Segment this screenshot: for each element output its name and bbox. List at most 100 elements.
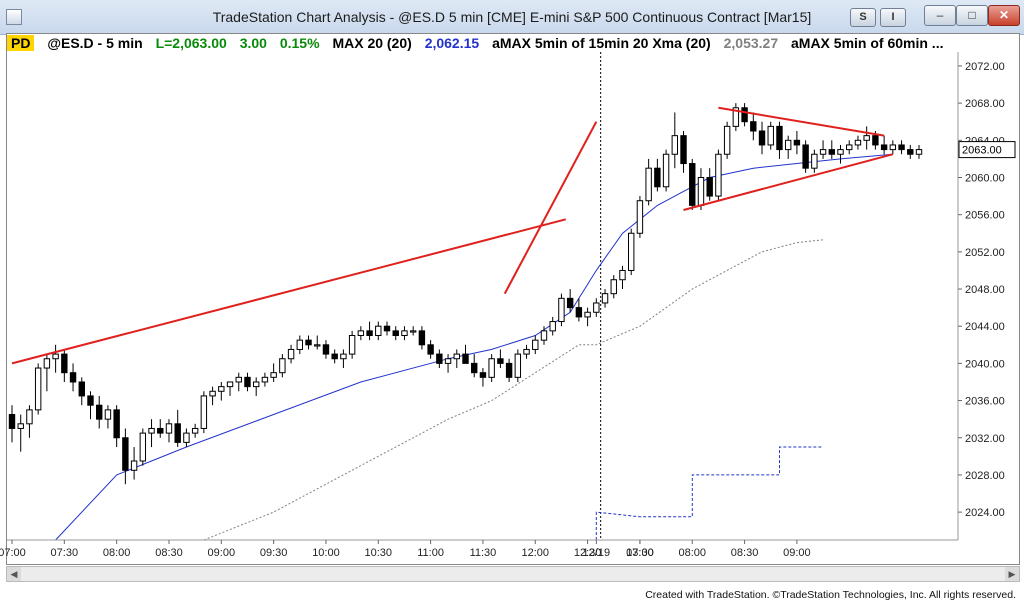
candle-up: [348, 335, 356, 355]
trendline: [683, 153, 894, 211]
candle-down: [776, 125, 783, 151]
footer-copyright: Created with TradeStation. ©TradeStation…: [645, 589, 1016, 601]
ma1-name: MAX 20 (20): [332, 35, 412, 51]
dotted-blue-average: [595, 446, 824, 540]
x-tick-label: 07:30: [626, 547, 654, 559]
candle-up: [636, 200, 644, 234]
y-tick-label: 2036.00: [965, 396, 1005, 408]
x-tick-label: 10:30: [365, 547, 393, 559]
dotted-gray-average: [203, 239, 824, 541]
trendlines-layer: [11, 106, 894, 365]
horizontal-scrollbar[interactable]: ◀ ▶: [6, 566, 1020, 582]
pd-badge[interactable]: PD: [7, 35, 35, 51]
candle-up: [34, 367, 42, 411]
indicator-layer: [55, 153, 893, 541]
x-tick-label: 09:00: [783, 547, 811, 559]
candle-up: [732, 107, 740, 127]
candle-up: [409, 330, 417, 333]
candle-down: [331, 353, 338, 360]
candle-down: [322, 344, 330, 355]
candle-down: [479, 372, 487, 378]
candle-down: [505, 362, 513, 378]
minimize-button[interactable]: –: [924, 5, 956, 26]
candle-up: [453, 353, 460, 360]
candle-down: [750, 121, 757, 132]
x-tick-label: 08:00: [103, 547, 131, 559]
candle-up: [846, 144, 853, 151]
candle-up: [279, 358, 286, 374]
candle-down: [497, 358, 504, 364]
candle-up: [671, 135, 679, 155]
close-button[interactable]: ✕: [988, 5, 1020, 26]
candle-down: [96, 404, 103, 420]
candle-down: [654, 167, 661, 188]
candle-up: [837, 149, 844, 155]
candle-up: [444, 358, 452, 364]
candle-up: [601, 293, 609, 304]
candle-up: [165, 423, 173, 434]
candle-down: [566, 297, 574, 309]
candle-up: [17, 423, 24, 429]
candle-up: [784, 139, 792, 151]
scroll-left-arrow[interactable]: ◀: [7, 567, 21, 581]
candle-down: [174, 423, 181, 443]
candle-up: [514, 353, 522, 378]
candle-down: [907, 149, 914, 155]
candle-up: [915, 149, 923, 155]
x-tick-label: 12/19: [583, 547, 611, 559]
candle-up: [357, 330, 365, 337]
candle-up: [523, 348, 530, 355]
candle-up: [889, 144, 897, 151]
y-tick-label: 2056.00: [965, 210, 1005, 222]
y-tick-label: 2068.00: [965, 98, 1005, 110]
candle-up: [43, 358, 51, 369]
candle-up: [627, 232, 635, 271]
candle-up: [593, 302, 600, 313]
candle-down: [880, 144, 888, 151]
candle-down: [471, 362, 478, 374]
x-tick-label: 11:00: [417, 547, 444, 559]
candle-down: [69, 372, 77, 383]
candle-down: [61, 353, 68, 374]
candle-up: [645, 167, 652, 202]
candle-down: [802, 144, 809, 169]
candle-up: [723, 125, 731, 155]
candle-down: [122, 437, 129, 471]
x-tick-label: 09:00: [208, 547, 236, 559]
candle-up: [532, 339, 539, 350]
candle-up: [235, 376, 242, 383]
candle-up: [610, 279, 617, 295]
indicators-button[interactable]: I: [880, 8, 906, 27]
candle-down: [680, 135, 687, 165]
candle-up: [401, 330, 408, 337]
maximize-button[interactable]: □: [956, 5, 988, 26]
candle-down: [366, 330, 373, 337]
candle-up: [619, 269, 626, 281]
candle-up: [488, 358, 495, 378]
candle-up: [540, 330, 548, 341]
styles-button[interactable]: S: [850, 8, 876, 27]
candle-down: [418, 330, 426, 346]
x-tick-label: 11:30: [470, 547, 497, 559]
candle-down: [8, 414, 16, 429]
candle-up: [296, 339, 304, 350]
candle-up: [200, 395, 208, 429]
scroll-right-arrow[interactable]: ▶: [1005, 567, 1019, 581]
y-tick-label: 2048.00: [965, 284, 1005, 296]
candle-down: [575, 307, 583, 318]
candle-down: [392, 330, 399, 337]
candle-up: [183, 432, 190, 443]
candle-up: [130, 460, 138, 471]
candle-down: [305, 339, 312, 346]
x-tick-label: 08:00: [678, 547, 706, 559]
candle-up: [584, 311, 591, 318]
current-price-box: [958, 141, 1016, 159]
candles-layer: [8, 103, 923, 485]
candle-up: [252, 381, 260, 388]
candle-up: [226, 381, 234, 388]
x-tick-label: 13:00: [626, 547, 654, 559]
candle-down: [706, 176, 713, 197]
chart-frame: [6, 33, 1020, 565]
candle-up: [767, 125, 774, 146]
